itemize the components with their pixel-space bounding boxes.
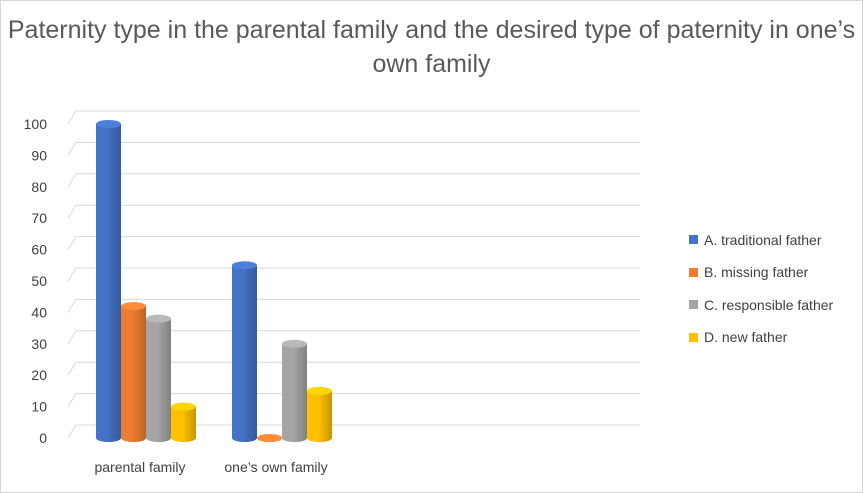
legend: A. traditional father B. missing father C.… [689, 229, 833, 359]
bar-top [257, 434, 282, 442]
bar [232, 265, 257, 442]
bar-top [232, 261, 257, 270]
x-category-label: one’s own family [224, 459, 327, 475]
legend-label: A. traditional father [704, 231, 822, 248]
x-axis-categories: parental family one’s own family [94, 459, 327, 475]
gridline [67, 204, 640, 219]
y-tick-label: 90 [31, 147, 47, 163]
bar-top [282, 339, 307, 348]
gridline [67, 393, 640, 407]
y-tick-label: 0 [39, 430, 47, 446]
y-tick-label: 30 [31, 336, 47, 352]
bar-top [171, 402, 196, 411]
y-tick-label: 100 [24, 116, 48, 132]
legend-swatch [689, 235, 698, 244]
gridline [67, 330, 640, 345]
y-tick-label: 50 [31, 273, 47, 289]
legend-item: D. new father [689, 327, 833, 348]
gridline [67, 298, 640, 313]
bar [171, 406, 196, 442]
gridlines [67, 110, 640, 439]
legend-label: D. new father [704, 329, 788, 345]
gridline [67, 424, 640, 439]
legend-swatch [689, 332, 698, 342]
bar-top [307, 386, 332, 395]
y-tick-label: 80 [31, 179, 47, 195]
bar [146, 318, 171, 442]
y-tick-label: 60 [31, 242, 47, 258]
bar-top [96, 120, 121, 128]
y-tick-label: 40 [31, 304, 47, 320]
y-axis-ticks: 0 10 20 30 40 50 60 70 80 90 100 [24, 116, 48, 446]
bar [307, 390, 332, 442]
y-tick-label: 70 [31, 210, 47, 226]
y-tick-label: 20 [31, 367, 47, 383]
gridline [67, 361, 640, 376]
gridline [67, 173, 640, 188]
gridline [67, 267, 640, 282]
x-category-label: parental family [94, 459, 185, 475]
chart-title: Paternity type in the parental family an… [7, 16, 856, 78]
gridline [67, 110, 640, 125]
legend-swatch [689, 267, 698, 277]
bar [282, 343, 307, 442]
gridline [67, 141, 640, 156]
legend-item: A. traditional father [689, 229, 833, 250]
legend-swatch [689, 300, 698, 309]
legend-label: B. missing father [704, 264, 809, 280]
legend-item: C. responsible father [689, 294, 833, 315]
bar [96, 124, 121, 442]
bars [96, 120, 332, 442]
y-tick-label: 10 [31, 399, 47, 415]
bar [121, 306, 146, 442]
gridline [67, 236, 640, 250]
bar-top [146, 314, 171, 323]
legend-item: B. missing father [689, 262, 833, 283]
legend-label: C. responsible father [704, 296, 834, 313]
bar-top [121, 302, 146, 311]
